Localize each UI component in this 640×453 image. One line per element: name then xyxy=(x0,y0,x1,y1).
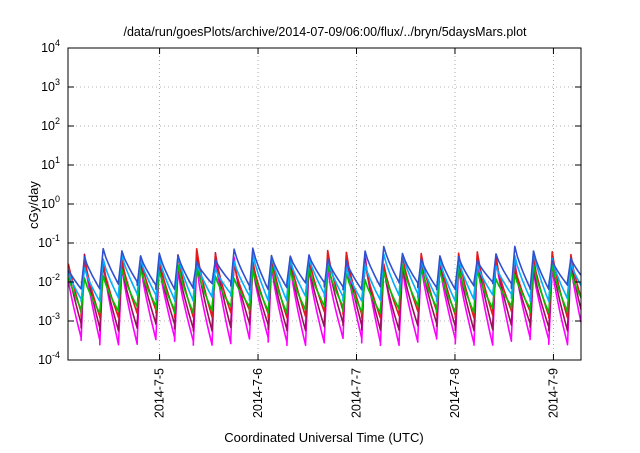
y-tick-label: 104 xyxy=(41,38,60,55)
x-tick-label: 2014-7-6 xyxy=(251,368,265,418)
chart-title: /data/run/goesPlots/archive/2014-07-09/0… xyxy=(123,25,527,39)
x-tick-label: 2014-7-8 xyxy=(448,368,462,418)
series-line xyxy=(67,250,582,303)
series-line xyxy=(67,264,582,314)
y-tick-label: 10-2 xyxy=(38,272,60,289)
x-axis-label: Coordinated Universal Time (UTC) xyxy=(224,430,423,445)
y-tick-label: 103 xyxy=(41,77,60,94)
y-axis-label: cGy/day xyxy=(26,181,41,229)
plot-frame xyxy=(67,47,582,361)
x-tick-label: 2014-7-5 xyxy=(153,368,167,418)
y-tick-label: 10-1 xyxy=(38,233,60,250)
series-group xyxy=(67,245,582,347)
x-tick-label: 2014-7-9 xyxy=(546,368,560,418)
series-line xyxy=(67,245,582,291)
y-tick-label: 10-3 xyxy=(38,311,60,328)
x-tick-label: 2014-7-7 xyxy=(350,368,364,418)
y-tick-label: 101 xyxy=(41,155,60,172)
axes: 10-4 10-3 10-2 10-1 100 101 102 103 104 2014-7-5 2… xyxy=(38,38,582,418)
y-tick-label: 10-4 xyxy=(38,350,60,367)
y-tick-label: 102 xyxy=(41,116,60,133)
y-tick-label: 100 xyxy=(41,194,60,211)
